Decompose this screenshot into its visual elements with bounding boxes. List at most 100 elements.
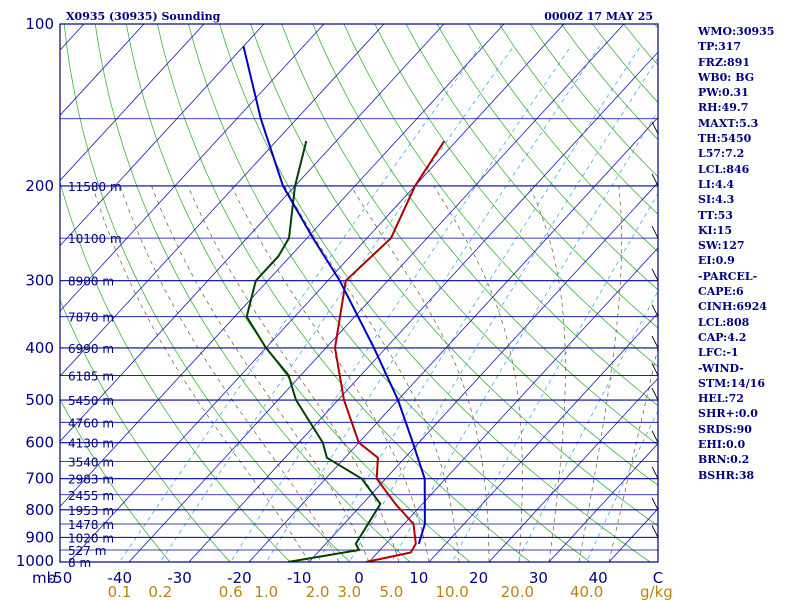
pressure-unit-label: mb (32, 569, 56, 587)
pressure-tick-label: 400 (25, 339, 54, 357)
dry-adiabat (281, 24, 658, 486)
temperature-tick-label: -10 (287, 569, 312, 587)
moist-adiabat (433, 185, 523, 562)
height-label: 527 m (68, 544, 106, 558)
mixing-ratio-tick-label: 0.6 (219, 583, 243, 600)
mixing-ratio-line (265, 46, 600, 562)
moist-adiabat (529, 185, 566, 562)
isotherm (60, 24, 505, 508)
mixing-ratio-tick-label: 1.0 (254, 583, 278, 600)
dry-adiabat (467, 24, 658, 253)
chart-grid (60, 24, 658, 562)
pressure-tick-label: 1000 (16, 552, 54, 570)
mixing-ratio-line (586, 409, 658, 562)
index-item: WB0: BG (698, 70, 755, 84)
pressure-tick-label: 500 (25, 391, 54, 409)
temperature-tick-label: C (653, 569, 663, 587)
moist-adiabat (608, 345, 658, 562)
index-item: CAP:4.2 (698, 330, 747, 344)
mixing-ratio-line (516, 290, 658, 562)
dry-adiabat (219, 24, 651, 562)
height-label: 8900 m (68, 275, 114, 289)
height-label: 7870 m (68, 311, 114, 325)
profile-line (333, 140, 446, 562)
isotherm (60, 24, 325, 312)
height-label: 4130 m (68, 437, 114, 451)
index-item: LCL:846 (698, 162, 750, 176)
dry-adiabat (60, 180, 291, 562)
index-item: MAXT:5.3 (698, 116, 759, 130)
pressure-tick-label: 300 (25, 272, 54, 290)
index-item: SRDS:90 (698, 422, 752, 436)
wind-barb (651, 335, 659, 349)
profile-line (245, 140, 382, 562)
index-item: FRZ:891 (698, 55, 751, 69)
wind-barb (651, 304, 659, 317)
temperature-tick-label: -20 (227, 569, 252, 587)
height-label: 1020 m (68, 531, 114, 545)
index-item: -PARCEL- (698, 269, 758, 283)
wind-barb (651, 173, 659, 187)
wind-barb (651, 268, 659, 281)
isotherm (248, 116, 658, 562)
plot-frame (59, 23, 659, 563)
index-item: SI:4.3 (698, 193, 735, 207)
mixing-ratio-tick-label: 40.0 (570, 583, 603, 600)
index-item: LI:4.4 (698, 177, 735, 191)
wind-barb (651, 466, 659, 479)
isotherm (60, 24, 145, 116)
temperature-tick-label: 0 (354, 569, 364, 587)
temperature-tick-label: 20 (469, 569, 488, 587)
pressure-tick-label: 700 (25, 470, 54, 488)
dry-adiabat (374, 24, 658, 368)
mixing-ratio-tick-label: 5.0 (379, 583, 403, 600)
height-label: 4760 m (68, 416, 114, 430)
index-item: HEL:72 (698, 392, 744, 406)
pressure-tick-label: 800 (25, 501, 54, 519)
temperature-tick-label: 10 (409, 569, 428, 587)
pressure-tick-label: 100 (25, 15, 54, 33)
pressure-tick-label: 200 (25, 177, 54, 195)
moist-adiabat (284, 185, 460, 562)
index-item: WMO:30935 (698, 25, 775, 38)
isotherm (60, 24, 265, 247)
dry-adiabat (405, 24, 658, 329)
mixing-ratio-tick-label: 10.0 (435, 583, 468, 600)
profile-line (242, 46, 426, 545)
pressure-tick-label: 600 (25, 434, 54, 452)
wind-barb (651, 121, 659, 135)
index-item: BRN:0.2 (698, 453, 750, 467)
moist-adiabat (151, 185, 370, 562)
mixing-ratio-unit-label: g/kg (640, 583, 673, 600)
dry-adiabat (250, 24, 658, 527)
height-label: 2455 m (68, 489, 114, 503)
wind-barb (651, 525, 659, 538)
index-item: BSHR:38 (698, 468, 755, 482)
isotherm (368, 247, 658, 562)
mixing-ratio-line (230, 46, 572, 562)
dry-adiabat (60, 398, 171, 562)
mixing-ratio-tick-label: 20.0 (501, 583, 534, 600)
temperature-tick-label: -30 (167, 569, 192, 587)
height-label: 6185 m (68, 369, 114, 383)
isotherm (128, 24, 625, 562)
wind-barb (651, 387, 659, 401)
index-item: TT:53 (698, 208, 733, 222)
temperature-tick-label: 30 (529, 569, 548, 587)
moist-adiabat (119, 185, 340, 562)
index-item: CINH:6924 (698, 300, 768, 314)
isotherm (548, 442, 658, 562)
dry-adiabat (125, 24, 471, 562)
isotherm (60, 24, 445, 442)
height-label: 1478 m (68, 518, 114, 532)
sounding-datetime: 0000Z 17 MAY 25 (544, 10, 653, 23)
index-item: STM:14/16 (698, 376, 765, 390)
mixing-ratio-line (348, 57, 658, 562)
wind-barb (651, 430, 659, 443)
dry-adiabat (63, 24, 351, 562)
height-label: 2983 m (68, 473, 114, 487)
moist-adiabat (92, 185, 310, 562)
index-item: TH:5450 (698, 132, 752, 146)
stability-indices-panel: WMO:30935 TP:317 FRZ:891 WB0: BG PW:0.31 RH:4… (698, 24, 798, 483)
mixing-ratio-tick-label: 0.2 (148, 583, 172, 600)
